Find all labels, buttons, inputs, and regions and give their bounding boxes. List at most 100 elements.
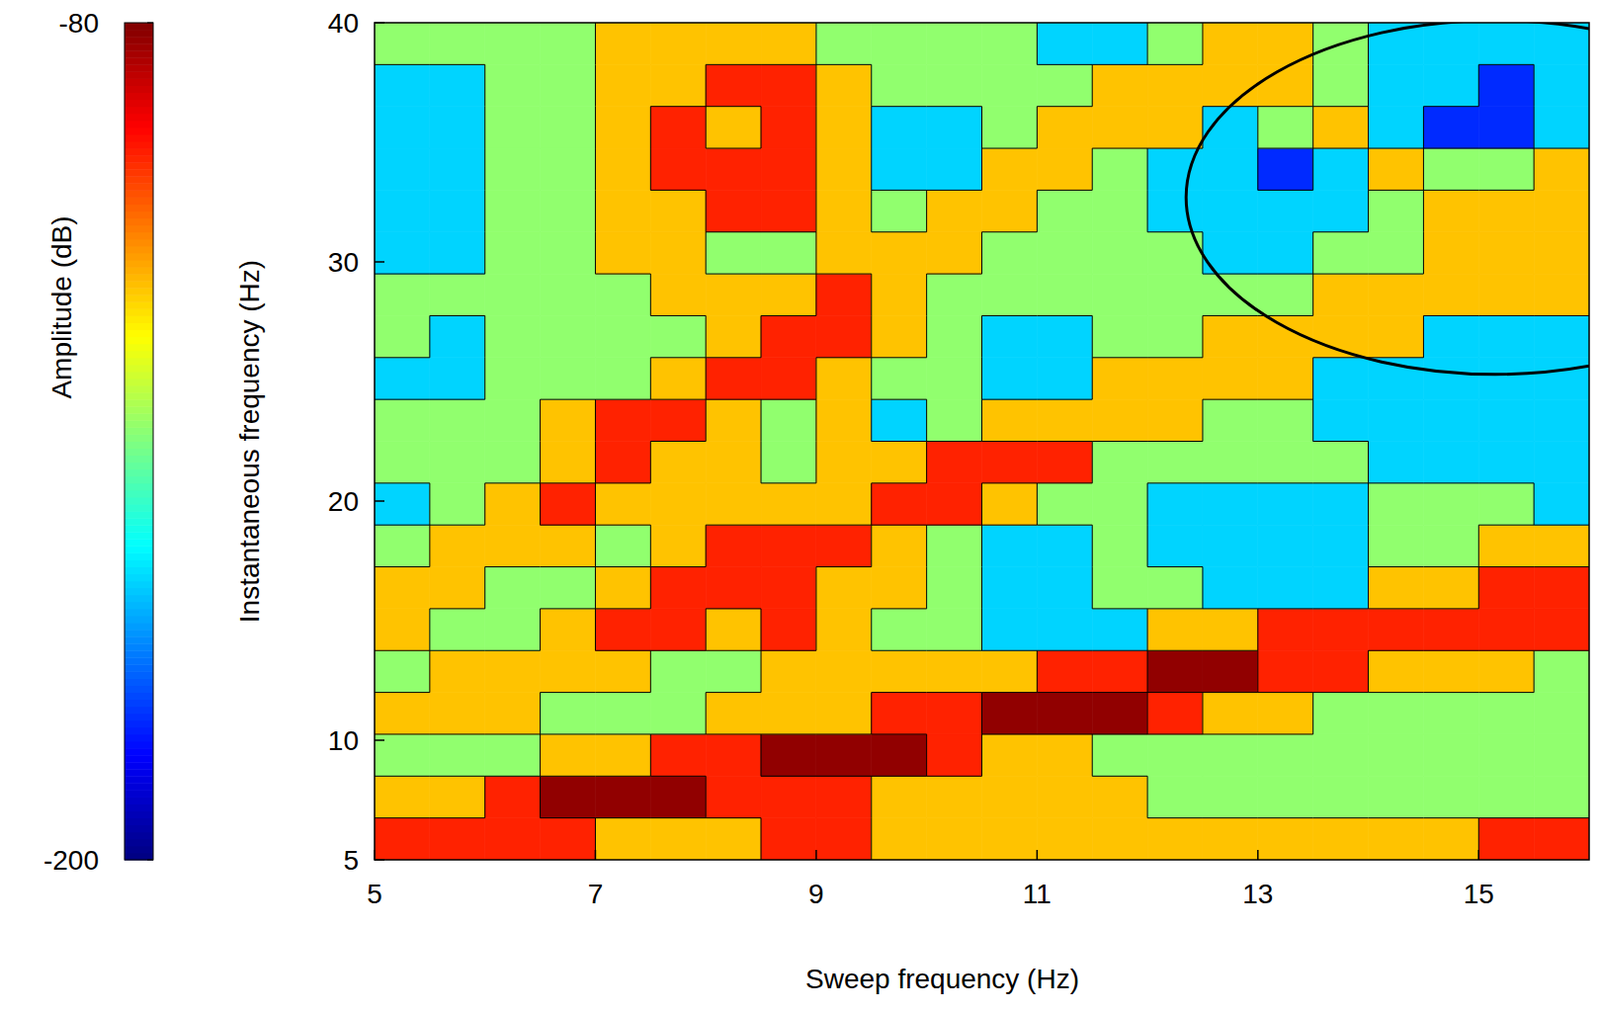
contour-cell xyxy=(760,399,817,441)
contour-line xyxy=(1312,22,1314,65)
colorbar-step xyxy=(124,406,154,415)
contour-line xyxy=(1368,148,1425,150)
contour-line xyxy=(1423,105,1479,107)
contour-line xyxy=(1092,440,1148,442)
contour-line xyxy=(1423,148,1479,150)
contour-cell xyxy=(871,608,927,651)
contour-line xyxy=(650,105,706,107)
contour-line xyxy=(1257,650,1259,692)
contour-cell xyxy=(540,399,596,441)
contour-line xyxy=(1036,22,1038,65)
contour-line xyxy=(594,650,651,652)
colorbar-step xyxy=(124,734,154,743)
colorbar-step xyxy=(124,239,154,248)
colorbar-step xyxy=(124,574,154,583)
contour-cell xyxy=(1036,64,1093,106)
contour-cell xyxy=(1258,64,1314,106)
contour-cell xyxy=(1147,734,1203,776)
contour-line xyxy=(1478,148,1534,150)
contour-cell xyxy=(594,106,651,149)
colorbar-step xyxy=(124,713,154,722)
contour-cell xyxy=(1092,148,1148,190)
contour-line xyxy=(540,566,596,568)
contour-line xyxy=(982,315,1038,317)
colorbar-step xyxy=(124,413,154,422)
contour-line xyxy=(1092,775,1148,777)
contour-line xyxy=(982,399,1038,401)
contour-cell xyxy=(1478,734,1534,776)
contour-cell xyxy=(540,734,596,776)
contour-line xyxy=(982,524,1038,526)
contour-line xyxy=(1092,357,1094,400)
contour-line xyxy=(1533,64,1535,106)
contour-line xyxy=(1092,64,1148,66)
contour-cell xyxy=(374,22,430,65)
contour-line xyxy=(760,734,762,776)
contour-cell xyxy=(540,64,596,106)
contour-cell xyxy=(1533,232,1590,274)
contour-cell xyxy=(1092,399,1148,441)
contour-cell xyxy=(1478,148,1534,190)
contour-cell xyxy=(1202,148,1259,190)
contour-line xyxy=(1201,692,1203,735)
contour-line xyxy=(705,356,761,358)
contour-cell xyxy=(650,524,706,567)
contour-cell xyxy=(1368,524,1425,567)
contour-cell xyxy=(1478,315,1534,357)
contour-line xyxy=(594,482,651,484)
contour-line xyxy=(428,524,430,567)
contour-cell xyxy=(1423,818,1479,860)
contour-line xyxy=(1423,607,1479,609)
contour-cell xyxy=(594,567,651,609)
contour-line xyxy=(539,775,541,818)
contour-line xyxy=(374,775,430,777)
contour-cell xyxy=(650,189,706,232)
contour-cell xyxy=(816,818,872,860)
contour-line xyxy=(871,775,927,777)
y-tick-label: 5 xyxy=(342,844,359,876)
contour-line xyxy=(870,692,872,735)
contour-line xyxy=(815,148,817,190)
contour-line xyxy=(816,566,872,568)
contour-cell xyxy=(374,441,430,484)
colorbar-step xyxy=(124,78,154,86)
contour-cell xyxy=(1258,441,1314,484)
contour-line xyxy=(870,106,872,149)
contour-line xyxy=(760,608,762,651)
contour-cell xyxy=(1147,22,1203,65)
colorbar-step xyxy=(124,581,154,590)
contour-cell xyxy=(816,524,872,567)
contour-line xyxy=(374,817,430,819)
contour-line xyxy=(429,607,486,609)
contour-line xyxy=(870,818,872,860)
contour-line xyxy=(871,733,927,735)
contour-cell xyxy=(594,818,651,860)
contour-line xyxy=(1036,482,1093,484)
contour-line xyxy=(871,105,927,107)
contour-cell xyxy=(1202,22,1259,65)
colorbar-step xyxy=(124,127,154,136)
contour-cell xyxy=(1368,106,1425,149)
contour-line xyxy=(705,817,761,819)
contour-cell xyxy=(1036,524,1093,567)
contour-line xyxy=(428,315,430,357)
colorbar-step xyxy=(124,182,154,191)
colorbar-step xyxy=(124,120,154,129)
contour-line xyxy=(539,734,541,776)
contour-cell xyxy=(982,483,1038,525)
contour-cell xyxy=(1092,818,1148,860)
contour-cell xyxy=(429,232,486,274)
colorbar-step xyxy=(124,204,154,213)
contour-line xyxy=(1478,315,1534,317)
contour-cell xyxy=(540,189,596,232)
colorbar-step xyxy=(124,371,154,380)
contour-line xyxy=(981,483,983,525)
contour-line xyxy=(484,232,486,274)
y-axis-title: Instantaneous frequency (Hz) xyxy=(234,259,265,623)
contour-cell xyxy=(982,148,1038,190)
contour-line xyxy=(1147,692,1149,735)
contour-line xyxy=(926,650,983,652)
contour-cell xyxy=(650,608,706,651)
contour-cell xyxy=(1092,273,1148,316)
contour-cell xyxy=(1092,22,1148,65)
